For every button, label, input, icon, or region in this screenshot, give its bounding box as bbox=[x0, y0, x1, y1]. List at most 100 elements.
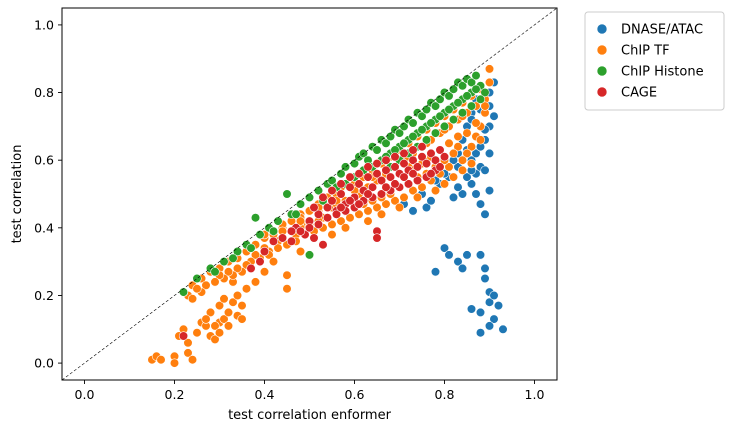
data-point-series-2 bbox=[466, 77, 477, 87]
data-point-series-1 bbox=[448, 148, 459, 158]
data-point-series-2 bbox=[210, 267, 220, 277]
data-point-series-3 bbox=[367, 182, 378, 192]
data-point-series-0 bbox=[475, 250, 486, 260]
data-point-series-3 bbox=[408, 169, 418, 179]
data-point-series-1 bbox=[237, 301, 247, 311]
data-point-series-0 bbox=[448, 192, 459, 202]
legend-marker bbox=[596, 65, 608, 77]
data-point-series-1 bbox=[183, 348, 193, 358]
identity-reference-line bbox=[61, 7, 558, 381]
x-tick-label: 0.4 bbox=[255, 387, 275, 402]
data-point-series-2 bbox=[466, 101, 477, 111]
data-point-series-3 bbox=[309, 233, 319, 243]
data-point-series-1 bbox=[394, 202, 405, 213]
data-point-series-3 bbox=[399, 148, 409, 158]
data-point-series-3 bbox=[439, 152, 450, 162]
data-point-series-2 bbox=[408, 131, 418, 142]
data-point-series-2 bbox=[192, 273, 202, 284]
data-point-series-1 bbox=[457, 165, 468, 175]
data-point-series-1 bbox=[453, 131, 463, 142]
data-point-series-3 bbox=[408, 145, 418, 155]
legend: DNASE/ATAC ChIP TF ChIP Histone CAGE bbox=[584, 11, 725, 111]
data-point-series-3 bbox=[381, 155, 391, 165]
data-point-series-3 bbox=[318, 240, 328, 250]
data-point-series-2 bbox=[304, 250, 315, 260]
data-point-series-2 bbox=[255, 230, 265, 240]
data-point-series-3 bbox=[336, 202, 346, 213]
data-point-series-2 bbox=[372, 145, 382, 155]
x-axis: 0.0 0.2 0.4 0.6 0.8 1.0 bbox=[75, 380, 544, 402]
data-point-series-1 bbox=[448, 172, 459, 182]
y-axis: 0.0 0.2 0.4 0.6 0.8 1.0 bbox=[34, 17, 62, 371]
data-point-series-1 bbox=[183, 338, 193, 348]
legend-label: ChIP Histone bbox=[621, 65, 704, 80]
data-point-series-1 bbox=[282, 284, 292, 294]
data-point-series-3 bbox=[322, 213, 333, 223]
data-point-series-3 bbox=[304, 223, 315, 233]
legend-marker bbox=[596, 86, 608, 98]
data-point-series-3 bbox=[372, 169, 382, 179]
data-point-series-3 bbox=[399, 172, 409, 182]
data-point-series-1 bbox=[237, 314, 247, 324]
data-point-series-1 bbox=[295, 246, 306, 257]
y-tick-label: 0.8 bbox=[34, 85, 54, 100]
data-point-series-3 bbox=[390, 179, 400, 189]
data-point-series-3 bbox=[399, 159, 409, 169]
data-point-series-3 bbox=[417, 142, 427, 152]
data-point-series-3 bbox=[381, 182, 391, 192]
data-point-series-2 bbox=[430, 101, 441, 111]
data-point-series-1 bbox=[430, 186, 441, 196]
data-point-series-1 bbox=[201, 314, 211, 324]
data-point-series-1 bbox=[232, 263, 243, 274]
data-point-series-1 bbox=[471, 118, 481, 128]
data-point-series-2 bbox=[421, 135, 432, 145]
data-point-series-2 bbox=[444, 91, 454, 101]
data-point-series-2 bbox=[417, 125, 427, 135]
data-point-series-1 bbox=[223, 307, 234, 318]
y-tick-label: 1.0 bbox=[34, 17, 54, 32]
data-point-series-0 bbox=[471, 189, 481, 199]
data-point-series-3 bbox=[430, 155, 441, 165]
data-point-series-1 bbox=[295, 216, 306, 226]
data-point-series-0 bbox=[489, 314, 499, 324]
data-point-series-1 bbox=[453, 142, 463, 152]
data-point-series-3 bbox=[318, 192, 328, 202]
data-point-series-1 bbox=[210, 321, 220, 331]
data-point-series-1 bbox=[399, 192, 409, 202]
data-point-series-2 bbox=[430, 128, 441, 138]
data-point-series-1 bbox=[466, 142, 477, 152]
data-point-series-0 bbox=[480, 165, 490, 175]
data-point-series-3 bbox=[259, 246, 270, 257]
data-point-series-2 bbox=[417, 111, 427, 121]
data-point-series-2 bbox=[480, 87, 490, 98]
data-point-series-1 bbox=[444, 138, 454, 148]
data-point-series-0 bbox=[457, 263, 468, 274]
data-point-series-2 bbox=[268, 226, 279, 236]
data-point-series-1 bbox=[192, 328, 202, 338]
data-point-series-1 bbox=[268, 257, 279, 267]
x-tick-label: 0.6 bbox=[345, 387, 365, 402]
data-point-series-1 bbox=[232, 290, 243, 301]
y-tick-label: 0.4 bbox=[34, 220, 54, 235]
data-point-series-1 bbox=[273, 243, 283, 253]
data-point-series-0 bbox=[484, 321, 495, 331]
data-point-series-2 bbox=[462, 91, 472, 101]
data-point-series-0 bbox=[457, 189, 468, 199]
x-tick-label: 0.0 bbox=[75, 387, 95, 402]
points-layer bbox=[147, 64, 508, 368]
data-point-series-0 bbox=[484, 186, 495, 196]
data-point-series-3 bbox=[354, 179, 364, 189]
data-point-series-3 bbox=[435, 162, 445, 172]
data-point-series-2 bbox=[291, 209, 301, 219]
data-point-series-3 bbox=[390, 152, 400, 162]
data-point-series-3 bbox=[372, 159, 382, 169]
data-point-series-1 bbox=[259, 267, 270, 277]
data-point-series-3 bbox=[421, 159, 432, 169]
data-point-series-2 bbox=[408, 118, 418, 128]
data-point-series-3 bbox=[277, 233, 288, 243]
data-point-series-3 bbox=[363, 189, 373, 199]
data-point-series-3 bbox=[435, 145, 445, 155]
data-point-series-1 bbox=[457, 155, 468, 165]
data-point-series-0 bbox=[466, 304, 477, 314]
data-point-series-1 bbox=[480, 101, 490, 111]
